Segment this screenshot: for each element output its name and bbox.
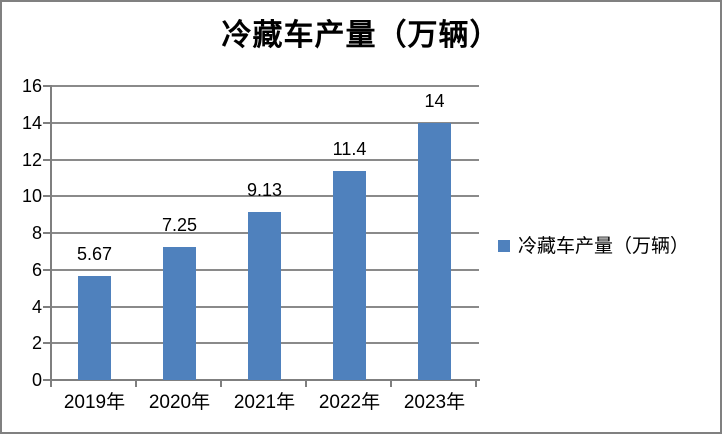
bar (78, 275, 111, 380)
y-tick-label: 8 (31, 223, 42, 243)
y-tick-label: 0 (31, 370, 42, 390)
bar (333, 170, 366, 380)
y-tick (43, 158, 50, 161)
x-axis-line (44, 379, 480, 381)
y-tick-label: 14 (21, 112, 42, 133)
y-tick (43, 342, 50, 345)
x-tick (50, 380, 52, 387)
x-tick (390, 380, 392, 387)
bar-value-label: 11.4 (332, 138, 367, 159)
legend-swatch (498, 239, 510, 252)
gridline (50, 158, 479, 161)
bar (248, 212, 281, 380)
bar (163, 246, 196, 380)
gridline (50, 121, 479, 124)
bar-value-label: 5.67 (76, 243, 113, 264)
y-tick (43, 195, 50, 198)
y-tick (43, 121, 50, 124)
x-tick (475, 380, 477, 387)
y-tick-label: 2 (31, 333, 42, 354)
y-tick-label: 12 (21, 149, 42, 170)
bar-value-label: 7.25 (161, 214, 198, 235)
x-tick-label: 2020年 (148, 392, 211, 413)
y-tick (43, 232, 50, 234)
bar (418, 122, 451, 380)
y-tick-label: 4 (31, 296, 42, 317)
y-tick (43, 268, 50, 271)
x-tick-label: 2022年 (318, 392, 381, 413)
chart-title: 冷藏车产量（万辆） (221, 19, 501, 52)
bar-value-label: 14 (424, 90, 445, 111)
bar-value-label: 9.13 (246, 180, 283, 201)
y-tick (43, 305, 50, 308)
y-tick-label: 16 (21, 76, 42, 96)
legend-label: 冷藏车产量（万辆） (518, 236, 690, 257)
x-tick-label: 2023年 (403, 392, 466, 413)
x-tick (135, 380, 137, 387)
legend: 冷藏车产量（万辆） (498, 231, 689, 258)
x-tick-label: 2019年 (63, 392, 126, 413)
y-axis-line (50, 85, 52, 382)
y-tick-label: 6 (31, 259, 42, 280)
x-tick (305, 380, 307, 387)
x-tick (220, 380, 222, 387)
x-tick-label: 2021年 (233, 392, 296, 413)
y-tick (43, 85, 50, 87)
y-tick-label: 10 (21, 186, 42, 207)
gridline (50, 85, 479, 87)
gridline (50, 195, 479, 198)
